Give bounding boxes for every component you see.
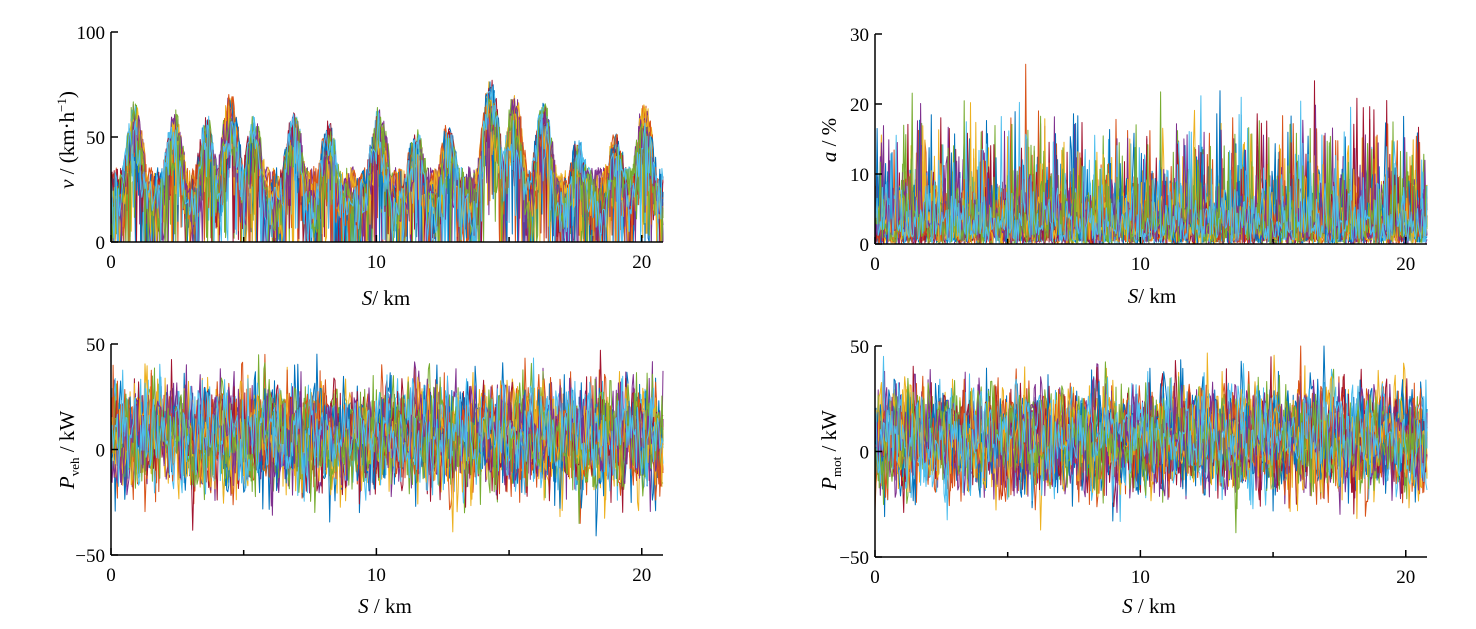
vehicle-power-y-tick-label: −50 <box>75 546 105 567</box>
speed-y-tick-label: 100 <box>77 23 106 44</box>
grade-y-tick-label: 20 <box>850 95 869 116</box>
grade-x-tick-label: 20 <box>1396 254 1415 275</box>
speed-series-20 <box>110 86 664 243</box>
speed-x-tick-label: 0 <box>106 252 116 273</box>
vehicle-power-x-tick-label: 20 <box>632 565 651 586</box>
grade-y-tick-label: 10 <box>850 165 869 186</box>
grade-y-tick-label: 30 <box>850 25 869 46</box>
motor-power-series-18 <box>874 376 1428 513</box>
motor-power-ylabel: Pmot / kW <box>817 410 844 491</box>
grade-series-group <box>874 63 1428 245</box>
speed-y-tick-label: 0 <box>96 233 106 254</box>
motor-power-y-tick-label: 0 <box>860 443 870 464</box>
vehicle-power-series-20 <box>110 374 664 502</box>
vehicle-power-series-group <box>110 349 664 537</box>
vehicle-power-y-tick-label: 0 <box>96 441 106 462</box>
grade-xlabel: S/ km <box>1128 284 1176 308</box>
speed-series-19 <box>110 98 664 243</box>
speed-chart: 0 10 20 0 50 100 S/ km v / (km·h−1) <box>54 23 664 310</box>
grade-y-tick-label: 0 <box>860 235 870 256</box>
grade-chart: 0 10 20 0 10 20 30 S/ km a / % <box>817 25 1428 308</box>
motor-power-x-tick-label: 20 <box>1396 567 1415 588</box>
speed-y-tick-label: 50 <box>86 128 105 149</box>
motor-power-series-group <box>874 345 1428 534</box>
grade-x-tick-label: 10 <box>1131 254 1150 275</box>
vehicle-power-y-tick-label: 50 <box>86 335 105 356</box>
vehicle-power-ylabel: Pveh / kW <box>55 411 82 490</box>
motor-power-series-19 <box>874 376 1428 534</box>
vehicle-power-x-tick-label: 0 <box>106 565 116 586</box>
motor-power-xlabel: S / km <box>1122 594 1176 618</box>
speed-x-tick-label: 10 <box>367 252 386 273</box>
speed-series-group <box>110 79 664 243</box>
motor-power-y-tick-label: 50 <box>850 337 869 358</box>
motor-power-y-tick-label: −50 <box>839 548 869 569</box>
vehicle-power-x-tick-label: 10 <box>367 565 386 586</box>
speed-x-tick-label: 20 <box>632 252 651 273</box>
speed-ylabel: v / (km·h−1) <box>54 91 79 189</box>
speed-axes: 0 10 20 0 50 100 <box>77 23 663 273</box>
grade-ylabel: a / % <box>817 118 841 162</box>
motor-power-series-20 <box>874 371 1428 502</box>
motor-power-x-tick-label: 10 <box>1131 567 1150 588</box>
grade-series-20 <box>874 100 1428 245</box>
motor-power-x-tick-label: 0 <box>870 567 880 588</box>
speed-xlabel: S/ km <box>362 286 410 310</box>
grade-x-tick-label: 0 <box>870 254 880 275</box>
vehicle-power-xlabel: S / km <box>358 594 412 618</box>
speed-series-18 <box>110 98 664 243</box>
grade-axes: 0 10 20 0 10 20 30 <box>850 25 1427 275</box>
